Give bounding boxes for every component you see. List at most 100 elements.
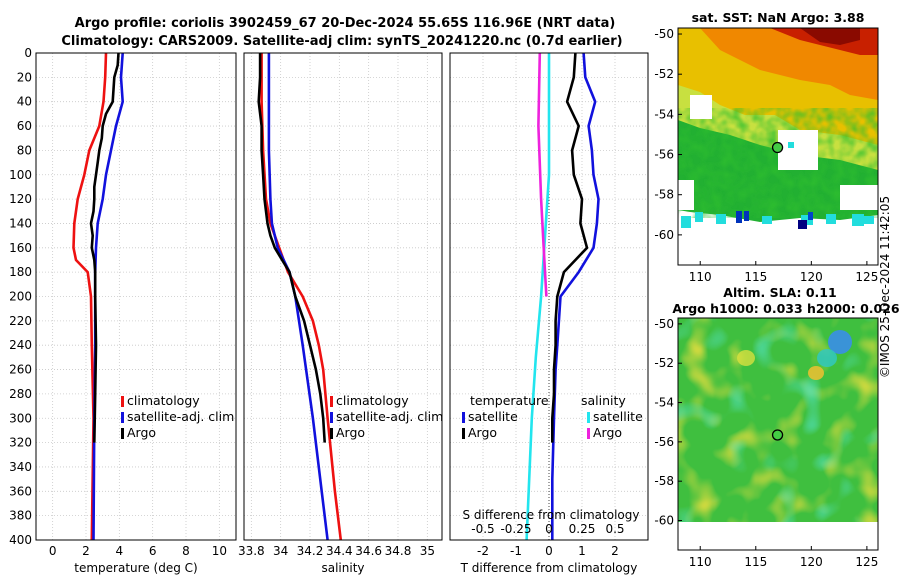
legend-swatch <box>587 412 590 423</box>
map-frame <box>677 27 879 266</box>
legend-climatology-label: climatology <box>127 393 200 408</box>
argo-line <box>257 53 326 443</box>
x-tick-label: 120 <box>800 555 823 569</box>
x-tick-label: 6 <box>149 544 157 558</box>
legend-swatch <box>121 428 124 439</box>
y-tick-label: 260 <box>9 363 32 377</box>
y-tick-label: 380 <box>9 509 32 523</box>
y-tick-label: -60 <box>654 514 674 528</box>
s-difference-label: S difference from climatology <box>463 508 640 522</box>
y-tick-label: -58 <box>654 474 674 488</box>
x-tick-label: 34.4 <box>326 544 353 558</box>
y-tick-label: 240 <box>9 338 32 352</box>
sst-map: 110 115 120 125 -50 -52 -54 -56 -58 -60 sat. SST: … <box>654 10 879 284</box>
y-tick-label: 80 <box>17 143 32 157</box>
y-tick-label: -54 <box>654 396 674 410</box>
x-tick-label: 35 <box>420 544 435 558</box>
s-tick-label: 0.25 <box>569 522 596 536</box>
y-tick-label: 280 <box>9 387 32 401</box>
y-tick-label: -52 <box>654 356 674 370</box>
x-tick-label: 115 <box>744 270 767 284</box>
legend-argo-label: Argo <box>127 425 156 440</box>
argo-line <box>89 52 120 443</box>
y-tick-label: -58 <box>654 188 674 202</box>
sst-map-title: sat. SST: NaN Argo: 3.88 <box>692 10 865 25</box>
x-tick-label: 120 <box>800 270 823 284</box>
satellite-adj-clim-line <box>267 53 329 541</box>
y-tick-label: 320 <box>9 436 32 450</box>
climatology-line <box>72 52 108 541</box>
x-tick-label: 10 <box>212 544 227 558</box>
y-tick-label: -54 <box>654 107 674 121</box>
x-tick-label: 125 <box>855 270 878 284</box>
x-tick-label: 4 <box>116 544 124 558</box>
y-tick-label: 120 <box>9 192 32 206</box>
x-tick-label: 1 <box>578 544 586 558</box>
x-tick-label: 34.6 <box>355 544 382 558</box>
imos-watermark: ©IMOS 25-Dec-2024 11:42:05 <box>878 196 892 378</box>
legend-argo-label: Argo <box>468 425 497 440</box>
legend-swatch <box>330 412 333 423</box>
y-tick-label: -60 <box>654 228 674 242</box>
y-tick-label: 220 <box>9 314 32 328</box>
s-tick-label: 0 <box>545 522 553 536</box>
x-tick-label: 110 <box>689 555 712 569</box>
x-tick-label: 0 <box>545 544 553 558</box>
x-tick-label: -2 <box>477 544 489 558</box>
y-tick-label: 300 <box>9 411 32 425</box>
axes-frame <box>449 52 649 541</box>
y-tick-label: 140 <box>9 216 32 230</box>
y-tick-label: 200 <box>9 290 32 304</box>
salinity-argo-diff-line <box>537 52 548 297</box>
y-tick-label: 360 <box>9 484 32 498</box>
x-tick-label: 33.8 <box>238 544 265 558</box>
legend-salinity-label: salinity <box>581 393 626 408</box>
s-tick-label: 0.5 <box>605 522 624 536</box>
legend-argo-label: Argo <box>336 425 365 440</box>
x-tick-label: 2 <box>82 544 90 558</box>
x-tick-label: 34 <box>273 544 288 558</box>
x-tick-label: 8 <box>182 544 190 558</box>
legend-swatch <box>462 412 465 423</box>
x-axis-label: temperature (deg C) <box>74 561 197 575</box>
legend-swatch <box>462 428 465 439</box>
legend-satellite-label: satellite <box>468 409 518 424</box>
y-tick-label: 160 <box>9 241 32 255</box>
figure-title-line1: Argo profile: coriolis 3902459_67 20-Dec… <box>75 16 616 31</box>
y-tick-label: 180 <box>9 265 32 279</box>
legend-swatch <box>121 412 124 423</box>
legend-satellite_adj-label: satellite-adj. clim <box>127 409 234 424</box>
s-tick-label: -0.5 <box>471 522 494 536</box>
salinity-panel: 33.8 34 34.2 34.4 34.6 34.8 35 salinity climatol… <box>238 52 443 575</box>
s-tick-label: -0.25 <box>500 522 531 536</box>
climatology-line <box>260 53 343 541</box>
difference-panel: -2 -1 0 1 2 T difference from climatology S di… <box>450 52 648 575</box>
legend-argo-label: Argo <box>593 425 622 440</box>
x-tick-label: 2 <box>611 544 619 558</box>
x-tick-label: 125 <box>855 555 878 569</box>
argo-position-marker <box>771 429 784 441</box>
x-tick-label: 110 <box>689 270 712 284</box>
salinity-satellite-diff-line <box>525 53 551 541</box>
x-tick-label: -1 <box>510 544 522 558</box>
y-tick-label: -56 <box>654 435 674 449</box>
axes-frame <box>35 52 237 541</box>
map-frame <box>677 317 879 551</box>
legend-satellite-label: satellite <box>593 409 643 424</box>
sst-field <box>678 28 878 265</box>
y-tick-label: -50 <box>654 27 674 41</box>
x-tick-label: 115 <box>744 555 767 569</box>
y-tick-label: -56 <box>654 148 674 162</box>
temperature-argo-diff-line <box>550 52 589 443</box>
sla-map: 110 115 120 125 -50 -52 -54 -56 -58 -60 Altim. SLA… <box>654 285 900 569</box>
legend-climatology-label: climatology <box>336 393 409 408</box>
y-tick-label: -52 <box>654 67 674 81</box>
legend-satellite_adj-label: satellite-adj. clim <box>336 409 443 424</box>
legend-swatch <box>330 428 333 439</box>
y-tick-label: 60 <box>17 119 32 133</box>
y-tick-label: 20 <box>17 70 32 84</box>
axes-frame <box>243 52 443 541</box>
legend-swatch <box>330 396 333 407</box>
x-tick-label: 34.8 <box>385 544 412 558</box>
y-tick-label: -50 <box>654 317 674 331</box>
